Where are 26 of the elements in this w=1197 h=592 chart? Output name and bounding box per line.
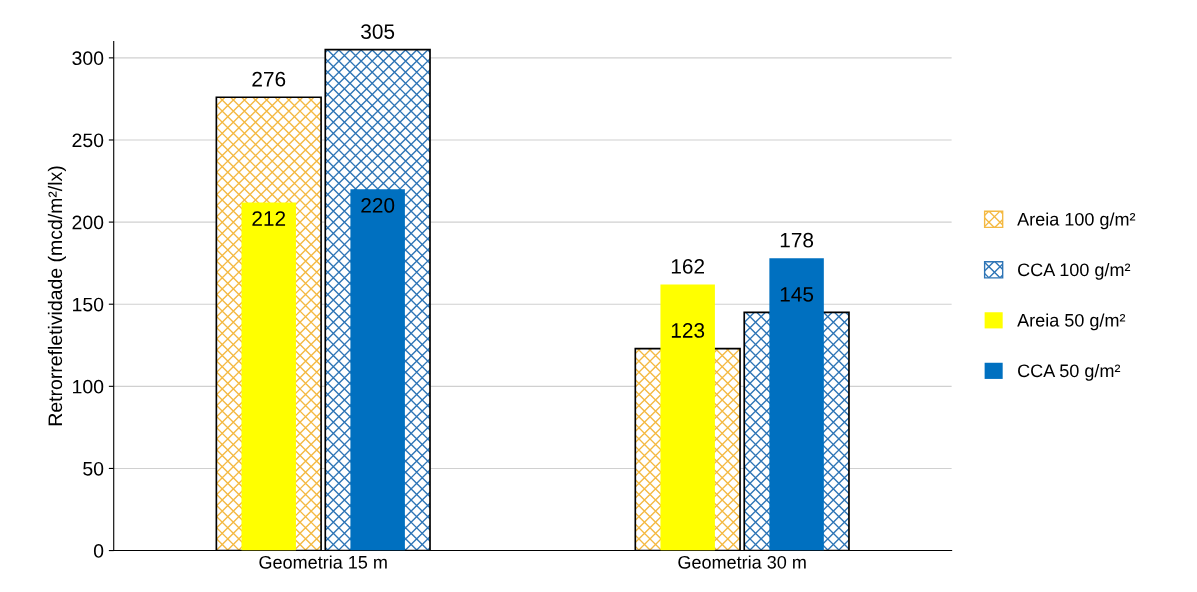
data-label: 145 [780,287,814,302]
data-label: 305 [361,24,395,39]
data-label: 212 [252,211,286,226]
y-tick-label: 50 [83,461,104,476]
bar [350,189,405,551]
x-tick-label: Geometria 30 m [678,555,806,569]
data-label: 276 [252,71,286,87]
bar [241,202,296,551]
x-tick-label: Geometria 15 m [259,555,387,569]
y-tick-label: 0 [93,544,104,558]
bar [769,258,824,551]
y-tick-label: 100 [73,379,104,394]
data-label: 123 [671,323,705,338]
bar [660,284,715,551]
data-label: 220 [361,198,395,213]
legend-label: CCA 100 g/m² [1018,262,1131,280]
y-tick-label: 250 [72,133,104,148]
y-axis-title: Retrorrefletividade (mcd/m²/lx) [47,166,66,426]
y-tick-label: 150 [73,297,104,312]
legend-label: Areia 50 g/m² [1017,313,1126,331]
legend-label: Areia 100 g/m² [1017,212,1136,230]
y-tick-label: 200 [72,215,104,230]
legend-label: CCA 50 g/m² [1018,363,1121,381]
data-label: 178 [780,232,814,248]
y-tick-label: 300 [72,51,104,66]
data-label: 162 [671,259,705,274]
